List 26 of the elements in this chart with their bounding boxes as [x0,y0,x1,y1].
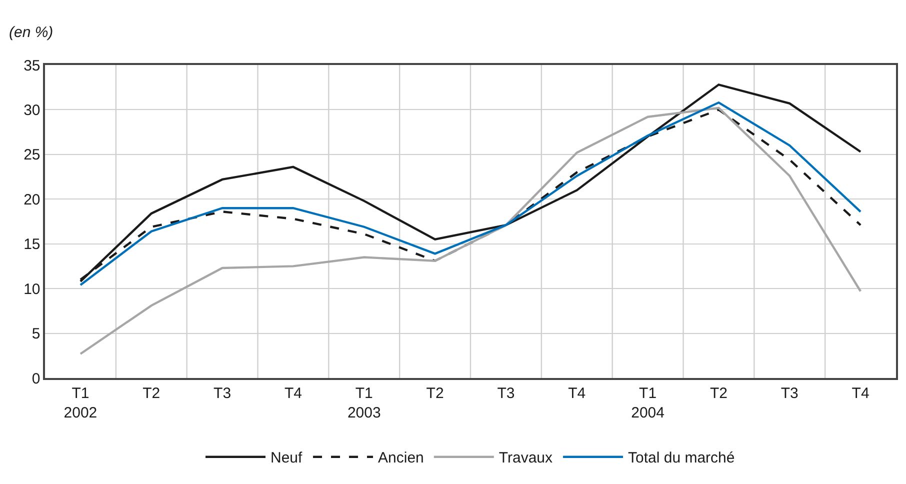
y-tick-label: 10 [24,280,40,298]
y-tick-label: 15 [24,236,40,254]
legend-label: Total du marché [628,450,735,467]
y-tick-label: 30 [24,102,40,119]
x-tick-label: T3 [497,384,515,402]
y-axis-title: (en %) [9,24,54,41]
legend-label: Neuf [270,450,304,467]
legend-label: Ancien [378,450,424,467]
x-tick-label: T4 [284,384,302,402]
y-tick-label: 25 [24,146,40,164]
x-tick-label: T4 [852,384,870,402]
legend-label: Travaux [498,450,554,467]
x-tick-label: T1 2003 [347,384,381,422]
x-tick-label: T2 [142,384,160,402]
y-tick-label: 5 [32,326,40,343]
x-tick-label: T1 2002 [64,384,98,422]
x-tick-label: T3 [780,384,798,402]
x-tick-label: T2 [710,384,728,402]
y-tick-label: 0 [32,370,40,388]
x-tick-label: T4 [568,384,586,402]
x-tick-label: T1 2004 [631,384,664,422]
x-tick-label: T2 [426,384,444,402]
y-tick-label: 20 [24,191,40,208]
y-tick-label: 35 [24,57,40,74]
line-series [79,106,862,355]
x-tick-label: T3 [214,384,232,402]
